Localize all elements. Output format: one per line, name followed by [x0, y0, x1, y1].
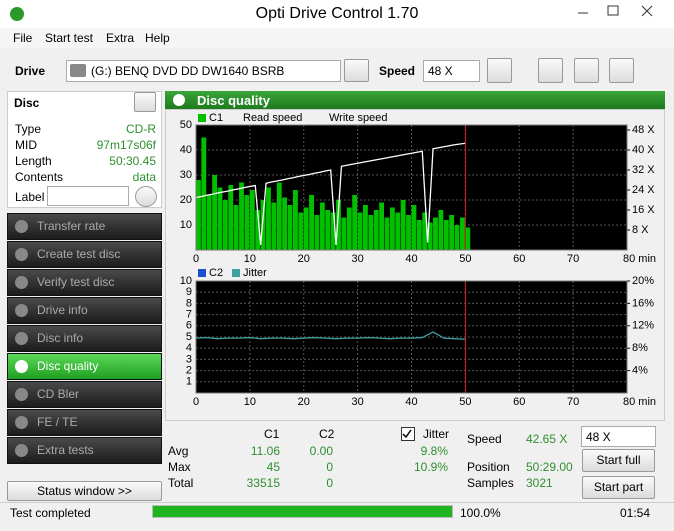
position-value: 50:29.00 [526, 460, 573, 474]
sidebar-button[interactable] [7, 409, 162, 436]
drive-icon [70, 64, 86, 77]
samples-label: Samples [467, 476, 514, 490]
window-controls[interactable] [570, 0, 670, 24]
title-bar [0, 0, 674, 28]
sidebar-icon [15, 416, 28, 429]
sidebar-button[interactable] [7, 213, 162, 240]
menu-item[interactable]: File [13, 31, 33, 45]
eject-button[interactable] [344, 59, 369, 82]
disc-field-label: Length [15, 154, 52, 168]
progress-label: 100.0% [460, 506, 501, 520]
samples-value: 3021 [526, 476, 553, 490]
position-label: Position [467, 460, 510, 474]
start-full-button[interactable]: Start full [582, 449, 655, 472]
disc-field-value: 50:30.45 [109, 154, 156, 168]
sidebar-icon [15, 332, 28, 345]
speed-label: Speed [467, 432, 502, 446]
stats-c2: 0 [326, 476, 333, 490]
disc-field-value: data [132, 170, 156, 184]
stats-c1: 33515 [246, 476, 280, 490]
jitter-label: Jitter [423, 427, 450, 441]
sidebar-button[interactable] [7, 269, 162, 296]
sidebar-label: Extra tests [37, 443, 94, 457]
sidebar-icon [15, 220, 28, 233]
status-window-button[interactable]: Status window >> [7, 481, 162, 501]
stats-c2: 0 [326, 460, 333, 474]
disc-field-label: MID [15, 138, 37, 152]
stats-header: C1 [264, 427, 280, 441]
start-part-button[interactable]: Start part [582, 476, 655, 499]
sidebar-button[interactable] [7, 353, 162, 380]
refresh-button[interactable] [487, 58, 512, 83]
sidebar-button[interactable] [7, 325, 162, 352]
sidebar-label: Verify test disc [37, 275, 115, 289]
menu-item[interactable]: Help [145, 31, 170, 45]
sidebar-button[interactable] [7, 381, 162, 408]
test-speed-select[interactable] [581, 426, 656, 447]
sidebar-label: Disc quality [37, 359, 99, 373]
app-icon [10, 7, 24, 21]
disc-refresh[interactable] [134, 92, 156, 112]
label-caption: Label [15, 190, 45, 204]
menu-item[interactable]: Extra [106, 31, 135, 45]
save-button[interactable] [609, 58, 634, 83]
sidebar-icon [15, 388, 28, 401]
settings-button[interactable] [574, 58, 599, 83]
sidebar-icon [15, 360, 28, 373]
sidebar-label: Create test disc [37, 247, 121, 261]
stats-jitter: 10.9% [413, 460, 448, 474]
erase-button[interactable] [538, 58, 563, 83]
stats-row-label: Total [168, 476, 194, 490]
test-speed: 48 X [586, 430, 611, 444]
close[interactable] [641, 5, 653, 17]
jitter-checkbox[interactable] [401, 427, 415, 441]
speed-label: Speed [379, 64, 416, 78]
sidebar-icon [15, 248, 28, 261]
sidebar-button[interactable] [7, 297, 162, 324]
sidebar-label: Transfer rate [37, 219, 106, 233]
sidebar-label: CD Bler [37, 387, 80, 401]
stats-header: C2 [319, 427, 335, 441]
stats-row-label: Avg [168, 444, 189, 458]
sidebar-label: Disc info [37, 331, 84, 345]
speed-select[interactable] [423, 60, 480, 82]
sidebar-icon [15, 444, 28, 457]
drive-name: (G:) BENQ DVD DD DW1640 BSRB [91, 64, 285, 78]
label-button[interactable] [135, 186, 157, 207]
sidebar-icon [15, 276, 28, 289]
stats-c2: 0.00 [309, 444, 333, 458]
maximize[interactable] [607, 5, 619, 16]
stats-row-label: Max [168, 460, 191, 474]
status-text: Test completed [10, 506, 91, 520]
panel-header [165, 91, 665, 109]
drive-label: Drive [15, 64, 46, 78]
disc-field-label: Type [15, 122, 42, 136]
speed-reading: 42.65 X [526, 432, 568, 446]
window-title: Opti Drive Control 1.70 [255, 5, 419, 22]
stats-jitter: 9.8% [420, 444, 448, 458]
panel-title: Disc quality [197, 93, 270, 108]
menu-bar [0, 28, 674, 48]
sidebar-icon [15, 304, 28, 317]
menu-item[interactable]: Start test [45, 31, 94, 45]
disc-field-value: 97m17s06f [96, 138, 156, 152]
disc-title: Disc [14, 96, 40, 110]
drive-select[interactable] [66, 60, 341, 82]
disc-field-label: Contents [15, 170, 64, 184]
speed-value: 48 X [428, 64, 453, 78]
sidebar-label: FE / TE [37, 415, 78, 429]
disc-field-value: CD-R [126, 122, 156, 136]
panel-icon [173, 94, 185, 106]
stats-c1: 11.06 [250, 444, 280, 458]
stats-c1: 45 [266, 460, 280, 474]
check-mark [402, 429, 412, 439]
sidebar-button[interactable] [7, 241, 162, 268]
sidebar-button[interactable] [7, 437, 162, 464]
elapsed-time: 01:54 [620, 506, 651, 520]
chart-area [165, 109, 665, 421]
progress-fill [153, 506, 452, 517]
label-input[interactable] [47, 186, 129, 206]
sidebar-label: Drive info [37, 303, 88, 317]
